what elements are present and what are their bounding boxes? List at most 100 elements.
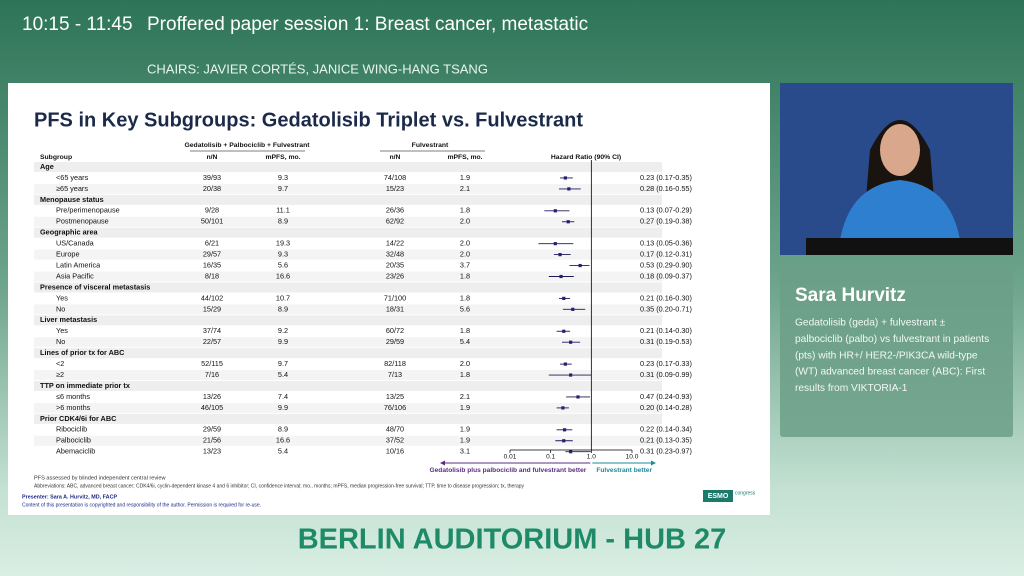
room-name: BERLIN AUDITORIUM - HUB 27 <box>298 524 727 556</box>
cell: 22/57 <box>203 337 221 346</box>
cell: 7/13 <box>388 370 402 379</box>
row-label: Yes <box>56 293 68 302</box>
session-time: 10:15 - 11:45 <box>22 14 133 35</box>
copyright: Content of this presentation is copyrigh… <box>22 502 261 508</box>
cell: 8.9 <box>278 217 288 226</box>
row-label: >6 months <box>56 403 91 412</box>
cell: 9.7 <box>278 359 288 368</box>
cell: 9.3 <box>278 173 288 182</box>
cell: 3.1 <box>460 447 470 456</box>
hr-point <box>571 307 575 311</box>
hazard-ratio: 0.47 (0.24-0.93) <box>640 392 692 401</box>
hazard-ratio: 0.17 (0.12-0.31) <box>640 250 692 259</box>
description-line: palbociclib (palbo) vs fulvestrant in pa… <box>795 334 989 345</box>
row-label: Latin America <box>56 260 101 269</box>
group-title: Lines of prior tx for ABC <box>40 348 125 357</box>
cell: 1.8 <box>460 206 470 215</box>
hazard-ratio: 0.21 (0.14-0.30) <box>640 326 692 335</box>
row-label: US/Canada <box>56 239 95 248</box>
cell: 62/92 <box>386 217 404 226</box>
hr-point <box>563 176 567 180</box>
forest-table: Gedatolisib + Palbociclib + Fulvestrant F… <box>34 142 692 474</box>
chairs: CHAIRS: JAVIER CORTÉS, JANICE WING-HANG … <box>147 61 488 76</box>
speaker-description: Gedatolisib (geda) + fulvestrant ± palboc… <box>795 318 989 394</box>
row-label: No <box>56 304 65 313</box>
column-header: mPFS, mo. <box>265 154 300 161</box>
hr-point <box>562 428 567 432</box>
hr-point <box>569 340 573 344</box>
slide-title: PFS in Key Subgroups: Gedatolisib Triple… <box>34 109 583 131</box>
hazard-ratio: 0.20 (0.14-0.28) <box>640 403 692 412</box>
cell: 5.4 <box>278 370 288 379</box>
cell: 10/16 <box>386 447 404 456</box>
hr-point <box>567 187 571 191</box>
cell: 29/59 <box>203 425 221 434</box>
cell: 9.7 <box>278 184 288 193</box>
cell: 2.1 <box>460 392 470 401</box>
cell: 60/72 <box>386 326 404 335</box>
cell: 16.6 <box>276 271 290 280</box>
cell: 1.8 <box>460 370 470 379</box>
hazard-ratio: 0.13 (0.07-0.29) <box>640 206 692 215</box>
row-band <box>34 348 662 359</box>
cell: 2.0 <box>460 217 470 226</box>
description-line: (pts) with HR+/ HER2-/PIK3CA wild-type <box>795 350 978 361</box>
presenter: Presenter: Sara A. Hurvitz, MD, FACP <box>22 494 117 500</box>
row-band <box>34 304 662 315</box>
cell: 1.8 <box>460 326 470 335</box>
arrow-head <box>651 460 656 466</box>
hr-point <box>553 209 557 213</box>
cell: 16.6 <box>276 436 290 445</box>
row-band <box>34 194 662 205</box>
row-band <box>34 282 662 293</box>
cell: 82/118 <box>384 359 406 368</box>
hr-point <box>576 395 580 399</box>
cell: 23/26 <box>386 271 404 280</box>
cell: 20/35 <box>386 260 404 269</box>
cell: 20/38 <box>203 184 221 193</box>
hazard-ratio: 0.21 (0.13-0.35) <box>640 436 692 445</box>
cell: 19.3 <box>276 239 290 248</box>
cell: 1.8 <box>460 271 470 280</box>
hr-point <box>569 450 573 454</box>
cell: 1.9 <box>460 436 470 445</box>
row-band <box>34 227 662 238</box>
row-band <box>34 435 662 446</box>
speaker-card <box>780 268 1013 437</box>
cell: 21/56 <box>203 436 221 445</box>
cell: 13/25 <box>386 392 404 401</box>
cell: 9.9 <box>278 337 288 346</box>
row-band <box>34 413 662 424</box>
row-label: Abemaciclib <box>56 447 95 456</box>
row-label: No <box>56 337 65 346</box>
hazard-ratio: 0.31 (0.23-0.97) <box>640 447 692 456</box>
row-label: <65 years <box>56 173 89 182</box>
row-label: Pre/perimenopause <box>56 206 120 215</box>
cell: 15/23 <box>386 184 404 193</box>
hazard-ratio: 0.27 (0.19-0.38) <box>640 217 692 226</box>
row-label: Yes <box>56 326 68 335</box>
cell: 5.4 <box>460 337 470 346</box>
row-band <box>34 337 662 348</box>
group-title: Liver metastasis <box>40 315 97 324</box>
hr-point <box>562 329 566 333</box>
legend-left: Gedatolisib plus palbociclib and fulvest… <box>430 467 587 474</box>
hazard-ratio: 0.22 (0.14-0.34) <box>640 425 692 434</box>
cell: 1.9 <box>460 173 470 182</box>
cell: 44/102 <box>201 293 223 302</box>
cell: 8/18 <box>205 271 219 280</box>
row-band <box>34 249 662 260</box>
cell: 26/36 <box>386 206 404 215</box>
cell: 3.7 <box>460 260 470 269</box>
row-label: Postmenopause <box>56 217 109 226</box>
hazard-ratio: 0.18 (0.09-0.37) <box>640 271 692 280</box>
legend-right: Fulvestrant better <box>596 467 652 474</box>
cell: 5.6 <box>460 304 470 313</box>
cell: 29/57 <box>203 250 221 259</box>
cell: 5.4 <box>278 447 288 456</box>
cell: 8.9 <box>278 304 288 313</box>
cell: 9.2 <box>278 326 288 335</box>
hazard-ratio: 0.23 (0.17-0.35) <box>640 173 692 182</box>
cell: 1.9 <box>460 403 470 412</box>
cell: 15/29 <box>203 304 221 313</box>
